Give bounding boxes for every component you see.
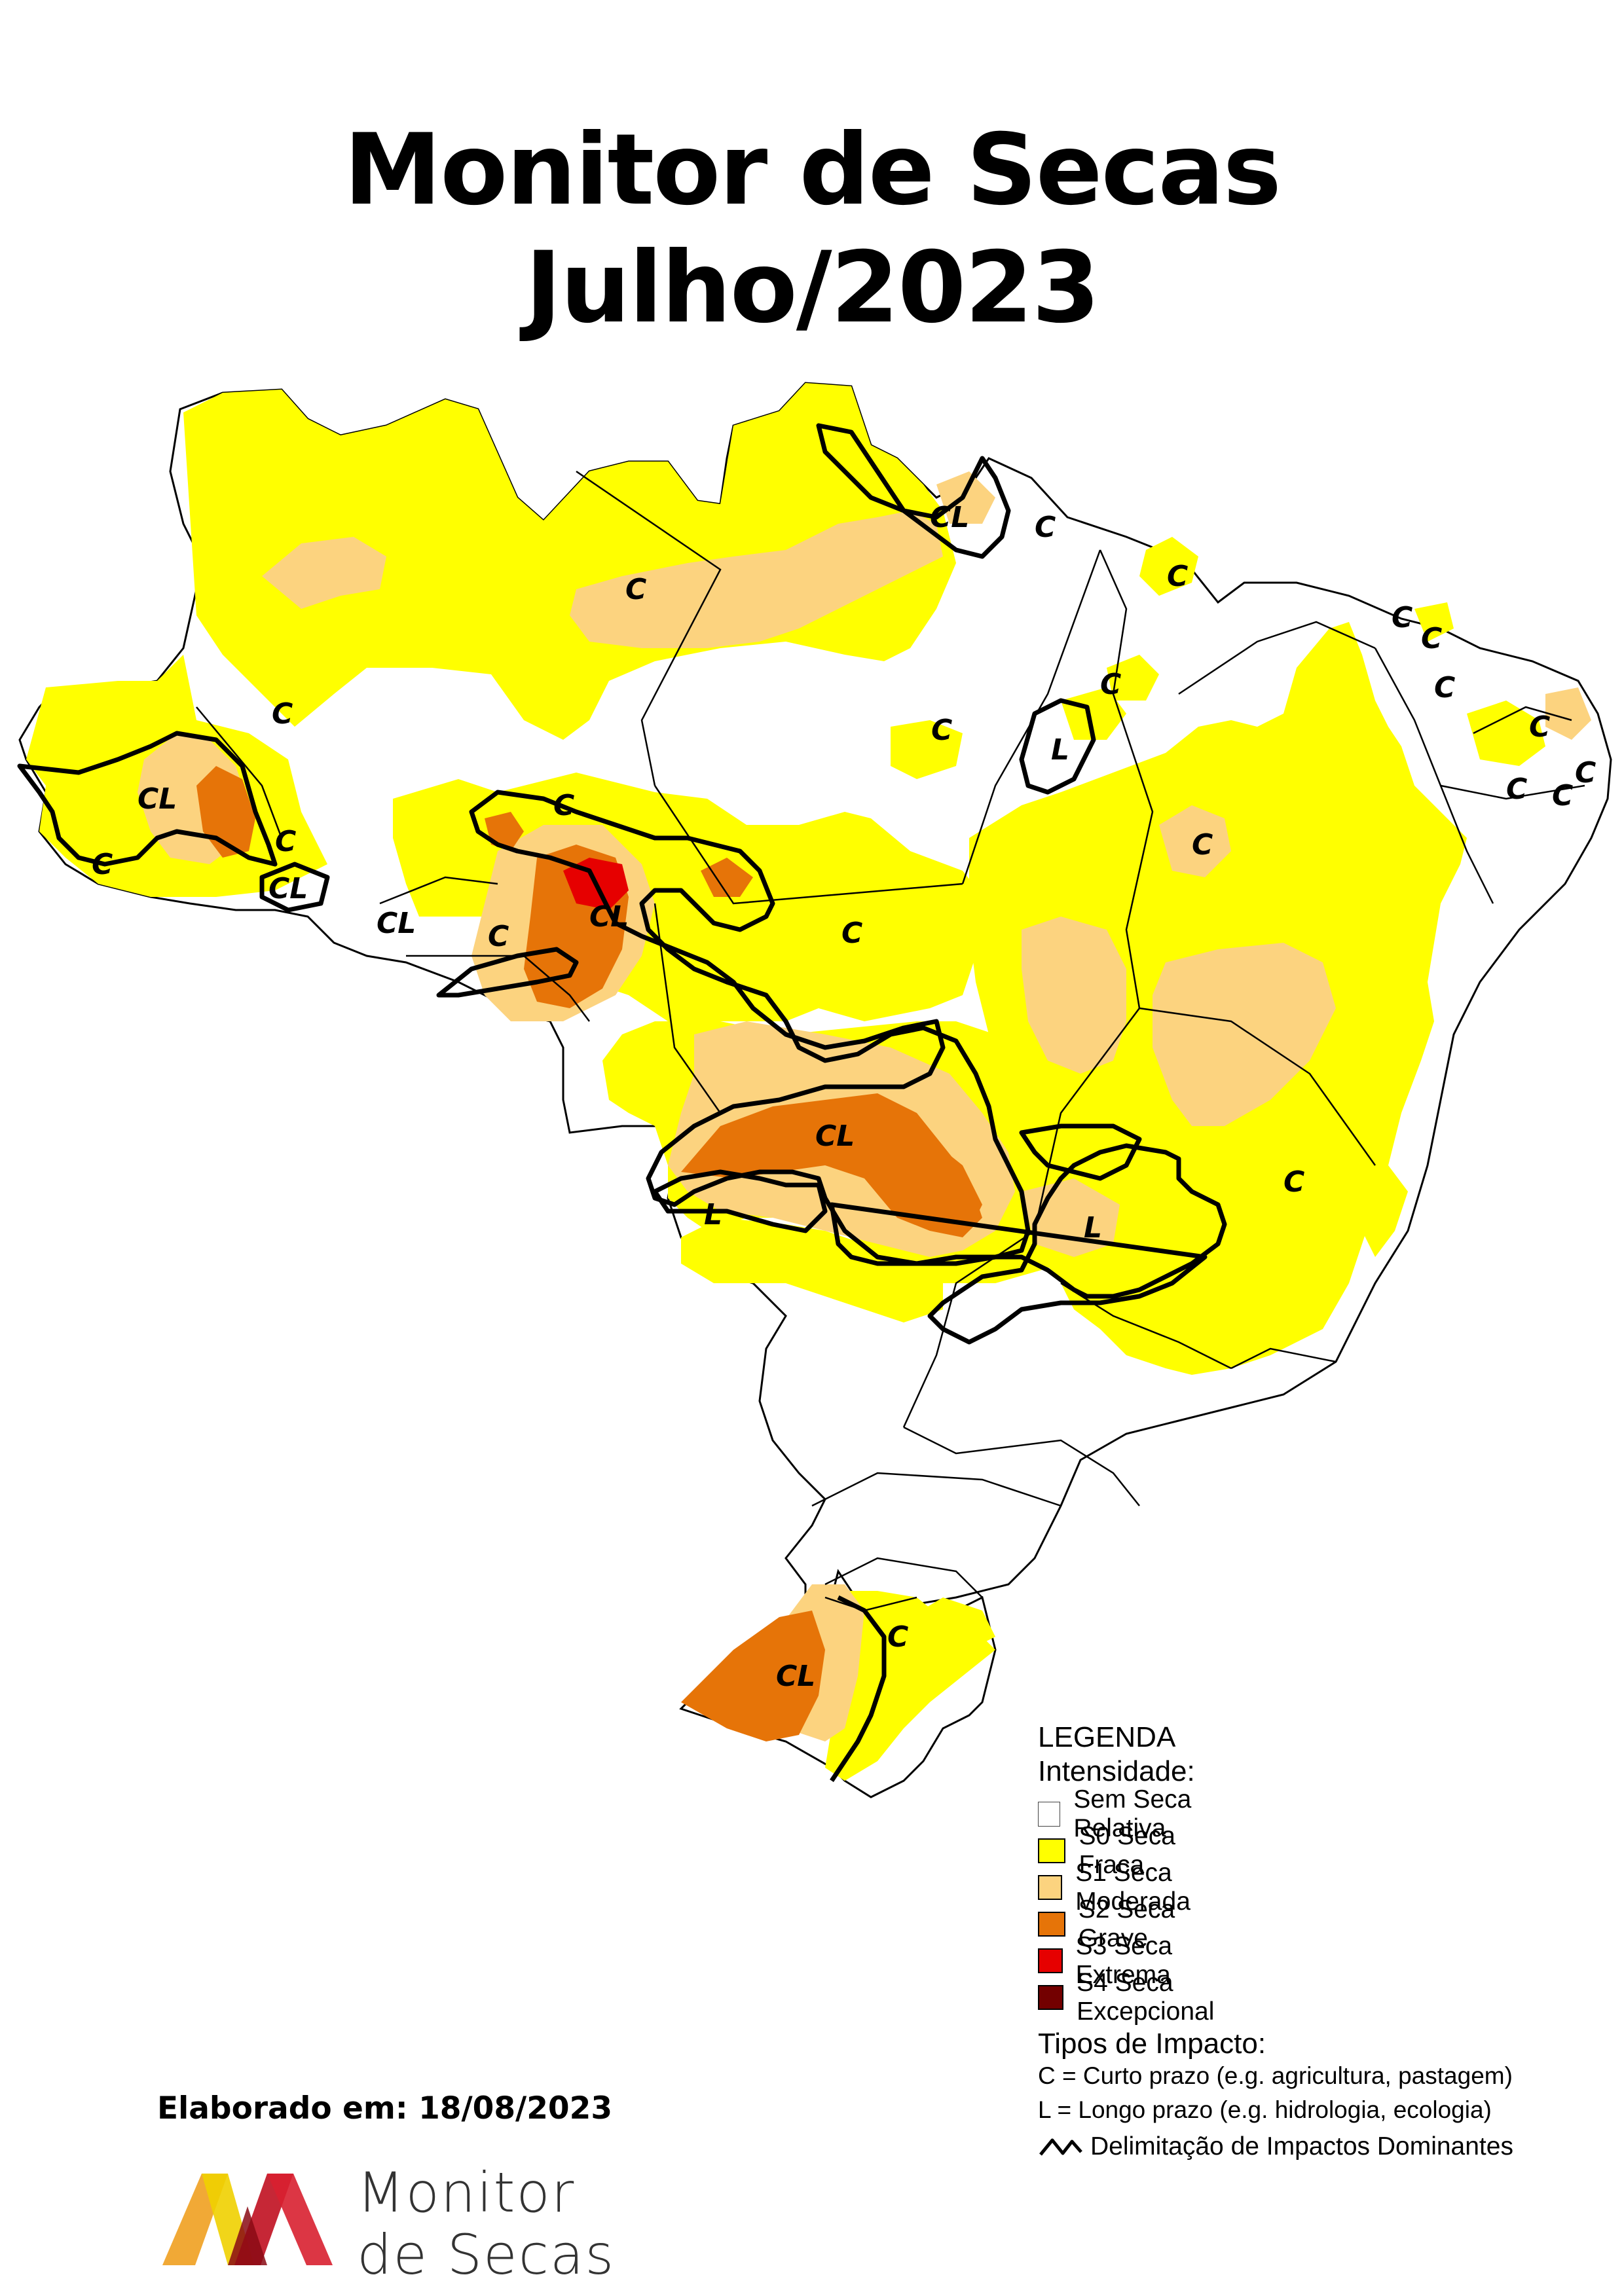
impact-label-c: C: [1575, 756, 1596, 790]
impact-label-c: C: [272, 697, 293, 731]
impact-label-l: L: [704, 1198, 722, 1231]
impact-label-c: C: [1283, 1165, 1304, 1199]
impact-label-c: C: [1552, 779, 1573, 812]
legend-impact-heading: Tipos de Impacto:: [1038, 2028, 1266, 2060]
logo-text-de-secas: de Secas: [357, 2223, 616, 2287]
impact-label-c: C: [1421, 622, 1442, 655]
legend-swatch-s1: [1038, 1875, 1063, 1900]
impact-label-c: C: [488, 920, 509, 953]
impact-label-c: C: [275, 825, 296, 858]
s2-seca-grave-areas: [196, 766, 982, 1741]
legend-swatch-s3: [1038, 1948, 1063, 1973]
impact-label-l: L: [1084, 1211, 1102, 1245]
legend-impact-short: C = Curto prazo (e.g. agricultura, pasta…: [1038, 2062, 1513, 2089]
impact-label-cl: CL: [138, 782, 177, 816]
impact-label-cl: CL: [377, 907, 416, 940]
impact-label-l: L: [1051, 733, 1069, 767]
legend-intensity-heading: Intensidade:: [1038, 1755, 1195, 1787]
legend-label: S0 Seca Fraca: [1079, 1822, 1175, 1879]
legend-item-s3: S3 Seca Extrema: [1038, 1932, 1195, 1989]
legend-label: Sem Seca Relativa: [1073, 1785, 1192, 1842]
logo-text-monitor: Monitor: [357, 2160, 576, 2225]
impact-label-c: C: [1434, 671, 1455, 704]
impact-label-c: C: [1529, 710, 1550, 744]
impact-label-c: C: [887, 1620, 908, 1654]
legend-label: S4 Seca Excepcional: [1077, 1969, 1215, 2026]
impact-label-c: C: [1035, 511, 1056, 544]
impact-label-c: C: [1192, 828, 1213, 862]
impact-label-c: C: [1506, 773, 1527, 806]
impact-label-c: C: [625, 573, 646, 606]
legend-item-s1: S1 Seca Moderada: [1038, 1859, 1206, 1916]
legend-swatch-s4: [1038, 1985, 1064, 2010]
impact-label-c: C: [553, 789, 574, 822]
legend-swatch-s2: [1038, 1912, 1065, 1937]
impact-label-cl: CL: [776, 1660, 815, 1693]
impact-labels: C C CL C C CL CL C C CL CL C C C C L C C…: [92, 501, 1596, 1693]
impact-label-cl: CL: [589, 900, 629, 934]
legend-delimitation-label: Delimitação de Impactos Dominantes: [1090, 2132, 1513, 2160]
elaborated-date: Elaborado em: 18/08/2023: [157, 2090, 613, 2126]
legend-swatch-s0: [1038, 1838, 1066, 1863]
impact-label-c: C: [92, 848, 113, 881]
impact-label-c: C: [1392, 601, 1412, 634]
delimitation-line-icon: [1039, 2138, 1082, 2156]
legend-label: S2 Seca Grave: [1078, 1895, 1175, 1952]
impact-label-cl: CL: [815, 1120, 855, 1153]
legend-label: S1 Seca Moderada: [1075, 1859, 1190, 1916]
monitor-de-secas-logo: [162, 2174, 333, 2265]
impact-label-cl: CL: [268, 872, 308, 905]
impact-label-c: C: [931, 714, 952, 747]
legend-heading: LEGENDA: [1038, 1721, 1176, 1753]
map-title: Monitor de Secas: [344, 113, 1282, 227]
legend-item-s4: S4 Seca Excepcional: [1038, 1969, 1228, 2026]
impact-label-c: C: [1100, 668, 1121, 701]
legend-label: S3 Seca Extrema: [1075, 1932, 1173, 1989]
legend: LEGENDA Intensidade: Sem Seca Relativa S…: [1038, 1721, 1513, 2160]
impact-label-cl: CL: [930, 501, 969, 534]
legend-swatch-sem-seca: [1038, 1802, 1061, 1827]
legend-item-s2: S2 Seca Grave: [1038, 1895, 1195, 1952]
impact-label-c: C: [841, 917, 862, 950]
legend-impact-long: L = Longo prazo (e.g. hidrologia, ecolog…: [1038, 2096, 1492, 2123]
map-subtitle-date: Julho/2023: [525, 231, 1100, 345]
legend-item-s0: S0 Seca Fraca: [1038, 1822, 1195, 1879]
impact-delimitation-lines: [17, 423, 1227, 1782]
legend-delimitation: Delimitação de Impactos Dominantes: [1038, 2132, 1513, 2161]
legend-item-sem-seca: Sem Seca Relativa: [1038, 1785, 1195, 1842]
impact-label-c: C: [1167, 560, 1188, 593]
